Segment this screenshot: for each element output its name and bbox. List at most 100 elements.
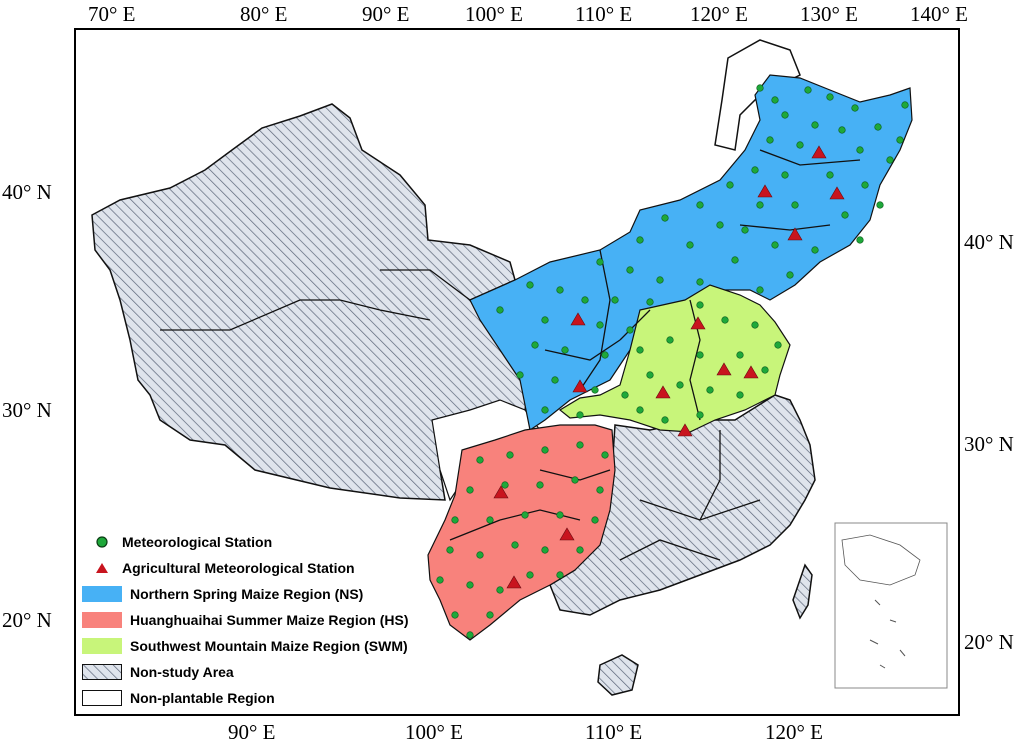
right-lat-label-20: 20° N [964,630,1014,654]
station-dot [696,411,704,419]
station-dot [596,486,604,494]
legend-item-swm-region: Southwest Mountain Maize Region (SWM) [82,636,408,656]
station-dot [451,516,459,524]
station-dot [496,306,504,314]
station-dot [791,201,799,209]
green-circle-icon [82,535,122,549]
station-dot [656,276,664,284]
station-dot [646,298,654,306]
agri-station-triangle [655,385,671,399]
station-dot [896,136,904,144]
agri-station-triangle [743,365,759,379]
station-dot [636,406,644,414]
station-dot [876,201,884,209]
station-dot [661,214,669,222]
swm-region [558,284,791,433]
station-dot [476,456,484,464]
station-dot [541,546,549,554]
station-dot [436,576,444,584]
hatched-swatch-icon [82,664,122,680]
legend-item-agricultural-station: Agricultural Meteorological Station [82,558,355,578]
top-lon-label-80: 80° E [240,2,288,26]
agri-station-triangle [757,184,773,198]
agricultural-meteorological-stations [493,145,845,589]
station-dot [766,136,774,144]
station-dot [774,341,782,349]
station-dot [561,346,569,354]
station-dot [721,316,729,324]
station-dot [541,446,549,454]
top-lon-label-110: 110° E [575,2,633,26]
station-dot [781,111,789,119]
left-lat-label-30: 30° N [2,398,52,422]
agri-station-triangle [493,485,509,499]
station-dot [541,316,549,324]
bottom-lon-label-120: 120° E [765,720,823,744]
red-swatch-icon [82,612,122,628]
top-lon-label-70: 70° E [88,2,136,26]
station-dot [751,166,759,174]
agri-station-triangle [811,145,827,159]
station-dot [731,256,739,264]
station-dot [756,201,764,209]
station-dot [811,121,819,129]
station-dot [516,371,524,379]
station-dot [804,86,812,94]
station-dot [751,321,759,329]
station-dot [551,376,559,384]
station-dot [571,476,579,484]
station-dot [626,266,634,274]
station-dot [496,586,504,594]
station-dot [486,611,494,619]
station-dot [446,546,454,554]
legend-item-non-study-area: Non-study Area [82,662,234,682]
station-dot [736,351,744,359]
station-dot [591,516,599,524]
station-dot [874,123,882,131]
station-dot [466,486,474,494]
station-dot [596,258,604,266]
white-swatch-icon [82,690,122,706]
station-dot [696,351,704,359]
station-dot [556,286,564,294]
station-dot [886,156,894,164]
station-dot [576,441,584,449]
station-dot [686,241,694,249]
legend-item-non-plantable: Non-plantable Region [82,688,275,708]
station-dot [856,146,864,154]
station-dot [666,336,674,344]
station-dot [851,104,859,112]
hs-region [427,424,616,641]
station-dot [771,96,779,104]
station-dot [526,571,534,579]
station-dot [501,481,509,489]
station-dot [601,351,609,359]
bottom-lon-label-90: 90° E [228,720,276,744]
station-dot [466,581,474,589]
top-lon-label-140: 140° E [910,2,968,26]
station-dot [841,211,849,219]
station-dot [676,381,684,389]
agri-station-triangle [690,316,706,330]
agri-station-triangle [559,527,575,541]
right-lat-label-30: 30° N [964,432,1014,456]
station-dot [576,546,584,554]
red-triangle-icon [82,561,122,575]
station-dot [771,241,779,249]
station-dot [826,171,834,179]
station-dot [486,516,494,524]
agri-station-triangle [829,186,845,200]
station-dot [696,201,704,209]
station-dot [576,411,584,419]
top-lon-label-90: 90° E [362,2,410,26]
station-dot [556,571,564,579]
blue-swatch-icon [82,586,122,602]
top-lon-label-130: 130° E [800,2,858,26]
bottom-lon-label-110: 110° E [585,720,643,744]
legend-item-meteorological-station: Meteorological Station [82,532,272,552]
station-dot [838,126,846,134]
station-dot [741,226,749,234]
station-dot [536,481,544,489]
non-study-area-hainan [597,654,639,696]
station-dot [506,451,514,459]
